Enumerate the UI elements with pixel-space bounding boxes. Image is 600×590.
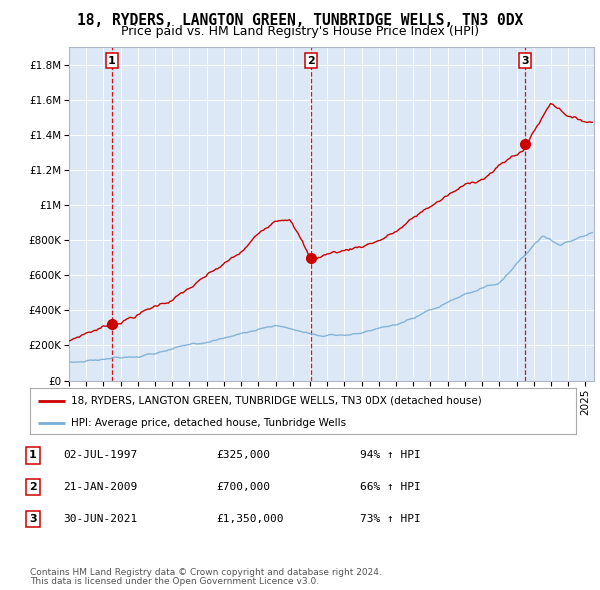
Text: 3: 3	[521, 55, 529, 65]
Text: 94% ↑ HPI: 94% ↑ HPI	[360, 451, 421, 460]
Text: Contains HM Land Registry data © Crown copyright and database right 2024.: Contains HM Land Registry data © Crown c…	[30, 568, 382, 576]
Text: £1,350,000: £1,350,000	[216, 514, 284, 524]
Text: 02-JUL-1997: 02-JUL-1997	[63, 451, 137, 460]
Text: 73% ↑ HPI: 73% ↑ HPI	[360, 514, 421, 524]
Text: 21-JAN-2009: 21-JAN-2009	[63, 483, 137, 492]
Text: 18, RYDERS, LANGTON GREEN, TUNBRIDGE WELLS, TN3 0DX: 18, RYDERS, LANGTON GREEN, TUNBRIDGE WEL…	[77, 13, 523, 28]
Text: This data is licensed under the Open Government Licence v3.0.: This data is licensed under the Open Gov…	[30, 577, 319, 586]
Text: 1: 1	[29, 451, 37, 460]
Text: 18, RYDERS, LANGTON GREEN, TUNBRIDGE WELLS, TN3 0DX (detached house): 18, RYDERS, LANGTON GREEN, TUNBRIDGE WEL…	[71, 395, 482, 405]
Text: 30-JUN-2021: 30-JUN-2021	[63, 514, 137, 524]
Text: 2: 2	[29, 483, 37, 492]
Text: Price paid vs. HM Land Registry's House Price Index (HPI): Price paid vs. HM Land Registry's House …	[121, 25, 479, 38]
Text: 2: 2	[307, 55, 315, 65]
Text: 66% ↑ HPI: 66% ↑ HPI	[360, 483, 421, 492]
Text: 1: 1	[108, 55, 116, 65]
Text: £700,000: £700,000	[216, 483, 270, 492]
Text: 3: 3	[29, 514, 37, 524]
Text: £325,000: £325,000	[216, 451, 270, 460]
Text: HPI: Average price, detached house, Tunbridge Wells: HPI: Average price, detached house, Tunb…	[71, 418, 346, 428]
